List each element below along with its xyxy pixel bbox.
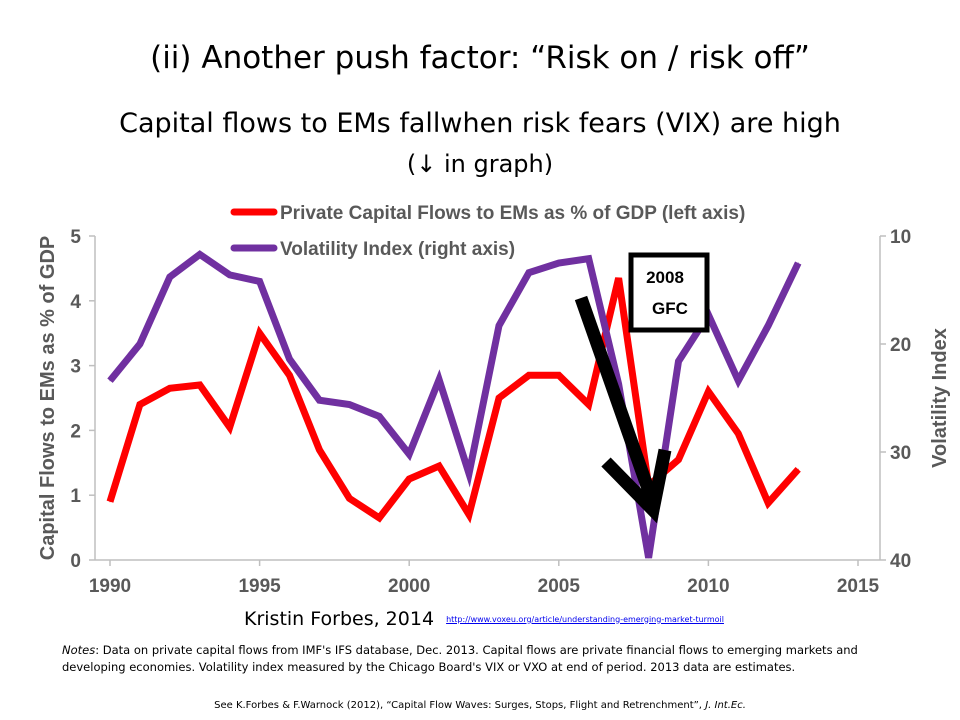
gfc-label-box [628, 252, 710, 333]
gfc-label-year: 2008 [646, 268, 684, 287]
footnote-text: See K.Forbes & F.Warnock (2012), “Capita… [214, 700, 702, 711]
right-axis-label: Volatility Index [929, 328, 951, 468]
source-citation: Kristin Forbes, 2014 http://www.voxeu.or… [244, 606, 724, 633]
data-point [678, 459, 679, 461]
x-tick-label: 2000 [388, 576, 430, 597]
left-axis-ticks: 0 1 2 3 4 5 [70, 227, 95, 572]
data-point [259, 332, 261, 334]
data-point [618, 383, 620, 385]
data-point [438, 379, 440, 381]
x-tick-label: 2005 [538, 576, 581, 597]
data-point [678, 360, 679, 362]
data-point [259, 280, 261, 282]
series-line-vix [107, 250, 802, 559]
data-point [348, 497, 350, 499]
data-point [498, 397, 500, 399]
data-point [318, 449, 320, 451]
left-tick-label: 0 [70, 551, 81, 572]
x-tick-label: 1995 [238, 576, 281, 597]
x-tick-label: 1990 [89, 576, 131, 597]
legend-label-vix: Volatility Index (right axis) [280, 239, 515, 260]
data-point [438, 465, 440, 467]
left-tick-label: 3 [70, 357, 81, 378]
data-point [797, 468, 799, 470]
data-point [289, 358, 290, 360]
data-point [169, 276, 171, 278]
data-point [378, 415, 380, 417]
x-tick-label: 2010 [687, 576, 729, 597]
series-layer [106, 250, 802, 559]
data-point [378, 517, 380, 519]
right-axis-ticks: 10 20 30 40 [880, 227, 911, 572]
data-point [588, 404, 590, 405]
notes-text: : Data on private capital flows from IMF… [62, 643, 858, 674]
data-point [229, 426, 231, 428]
data-point [498, 325, 500, 327]
left-tick-label: 5 [70, 227, 81, 248]
data-point [737, 380, 739, 382]
gfc-label-text: GFC [652, 299, 688, 318]
data-point [169, 387, 171, 389]
gfc-arrow-shaft [574, 295, 659, 503]
data-point [408, 478, 410, 480]
data-point [618, 277, 620, 279]
legend-label-capital-flows: Private Capital Flows to EMs as % of GDP… [280, 203, 745, 224]
left-tick-label: 1 [70, 486, 81, 507]
data-point [528, 272, 530, 274]
right-tick-label: 10 [890, 227, 911, 248]
data-point [199, 384, 201, 386]
left-tick-label: 2 [70, 421, 81, 442]
data-point [109, 380, 111, 382]
data-point [588, 258, 590, 260]
data-point [139, 404, 141, 405]
chart-notes: Notes: Data on private capital flows fro… [62, 642, 912, 676]
data-point [558, 262, 560, 264]
chart: 0 1 2 3 4 5 10 20 30 40 1990 1995 2000 2005 2010 2015… [37, 203, 951, 597]
data-point [318, 399, 320, 401]
data-point [767, 502, 769, 504]
legend: Private Capital Flows to EMs as % of GDP… [230, 203, 745, 260]
data-point [558, 374, 560, 376]
right-tick-label: 30 [890, 443, 911, 464]
notes-lead: Notes [62, 643, 96, 657]
x-tick-label: 2015 [837, 576, 880, 597]
gfc-annotation: 2008 GFC [574, 252, 710, 524]
axes [94, 236, 881, 561]
data-point [199, 253, 201, 255]
reference-footnote: See K.Forbes & F.Warnock (2012), “Capita… [0, 699, 960, 713]
source-link[interactable]: http://www.voxeu.org/article/understandi… [446, 614, 724, 624]
data-point [139, 343, 141, 345]
gfc-arrow-head [601, 448, 672, 524]
data-point [468, 514, 470, 516]
right-tick-label: 40 [890, 551, 911, 572]
slide-title: (ii) Another push factor: “Risk on / ris… [150, 40, 810, 76]
footnote-journal: J. Int.Ec. [705, 700, 746, 711]
right-tick-label: 20 [890, 335, 911, 356]
data-point [229, 274, 231, 276]
data-point [767, 325, 769, 327]
source-author: Kristin Forbes, 2014 [244, 608, 435, 630]
data-point [648, 557, 650, 559]
data-point [737, 433, 739, 435]
data-point [109, 501, 111, 503]
slide-subtitle-note: (↓ in graph) [406, 150, 554, 178]
slide-subtitle: Capital flows to EMs fallwhen risk fears… [119, 108, 841, 139]
left-tick-label: 4 [70, 292, 81, 313]
series-line-capital-flows [106, 277, 801, 524]
data-point [348, 404, 350, 405]
data-point [408, 453, 410, 455]
x-axis-ticks: 1990 1995 2000 2005 2010 2015 [89, 560, 880, 597]
data-point [289, 374, 290, 376]
data-point [797, 262, 799, 264]
data-point [528, 374, 530, 376]
left-axis-label: Capital Flows to EMs as % of GDP [37, 236, 59, 561]
data-point [468, 473, 470, 475]
data-point [707, 391, 709, 392]
